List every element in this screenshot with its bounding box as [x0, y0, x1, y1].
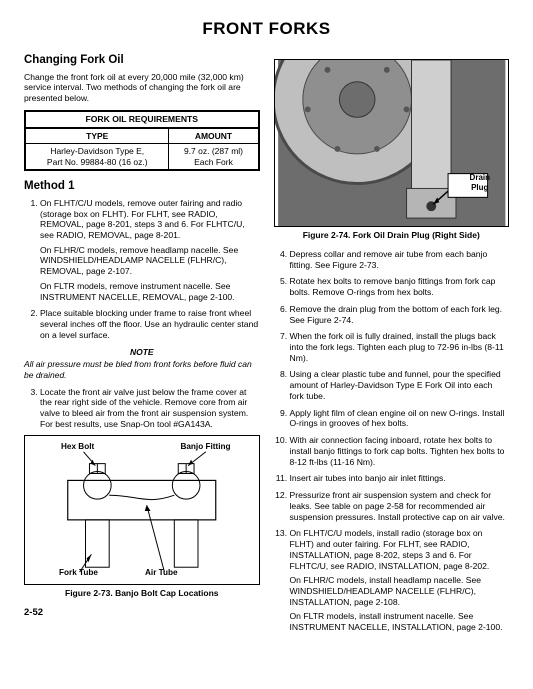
step-12: Pressurize front air suspension system a… — [290, 490, 510, 522]
step-13-text: On FLHT/C/U models, install radio (stora… — [290, 528, 490, 570]
intro-paragraph: Change the front fork oil at every 20,00… — [24, 72, 260, 104]
fork-oil-requirements-table: FORK OIL REQUIREMENTS TYPE AMOUNT Harley… — [24, 110, 260, 172]
step-5: Rotate hex bolts to remove banjo fitting… — [290, 276, 510, 297]
step-3: Locate the front air valve just below th… — [40, 387, 260, 430]
table-cell-type: Harley-Davidson Type E, Part No. 99884-8… — [26, 144, 169, 170]
table-header-amount: AMOUNT — [169, 128, 258, 144]
method-1-heading: Method 1 — [24, 179, 260, 193]
fig73-caption: Figure 2-73. Banjo Bolt Cap Locations — [24, 588, 260, 599]
step-13b-text: On FLHR/C models, install headlamp nacel… — [290, 575, 510, 607]
step-1-text: On FLHT/C/U models, remove outer fairing… — [40, 198, 245, 240]
step-2: Place suitable blocking under frame to r… — [40, 308, 260, 340]
left-column: Changing Fork Oil Change the front fork … — [24, 53, 260, 639]
right-column: Drain Plug Figure 2-74. Fork Oil Drain P… — [274, 53, 510, 639]
fig73-label-hexbolt: Hex Bolt — [61, 442, 94, 452]
method1-steps-right: Depress collar and remove air tube from … — [274, 249, 510, 633]
step-13: On FLHT/C/U models, install radio (stora… — [290, 528, 510, 633]
fig74-caption: Figure 2-74. Fork Oil Drain Plug (Right … — [274, 230, 510, 241]
step-1: On FLHT/C/U models, remove outer fairing… — [40, 198, 260, 303]
note-label: NOTE — [24, 347, 260, 358]
step-8: Using a clear plastic tube and funnel, p… — [290, 369, 510, 401]
table-header-type: TYPE — [26, 128, 169, 144]
table-cell-amount: 9.7 oz. (287 ml) Each Fork — [169, 144, 258, 170]
fig73-label-airtube: Air Tube — [145, 568, 178, 578]
two-column-layout: Changing Fork Oil Change the front fork … — [24, 53, 509, 639]
figure-2-74: Drain Plug — [274, 59, 510, 227]
page-title: FRONT FORKS — [24, 18, 509, 39]
table-title: FORK OIL REQUIREMENTS — [26, 112, 258, 128]
fig73-label-forktube: Fork Tube — [59, 568, 98, 578]
step-1b-text: On FLHR/C models, remove headlamp nacell… — [40, 245, 260, 277]
note-body: All air pressure must be bled from front… — [24, 359, 260, 380]
step-11: Insert air tubes into banjo air inlet fi… — [290, 473, 510, 484]
step-1c-text: On FLTR models, remove instrument nacell… — [40, 281, 260, 302]
fig73-label-banjo: Banjo Fitting — [180, 442, 230, 452]
step-7: When the fork oil is fully drained, inst… — [290, 331, 510, 363]
step-9: Apply light film of clean engine oil on … — [290, 408, 510, 429]
page-number: 2-52 — [24, 607, 260, 619]
step-4: Depress collar and remove air tube from … — [290, 249, 510, 270]
fig73-svg — [25, 436, 259, 584]
figure-2-73: Hex Bolt Banjo Fitting Fork Tube Air Tub… — [24, 435, 260, 585]
section-heading-changing-fork-oil: Changing Fork Oil — [24, 53, 260, 67]
step-10: With air connection facing inboard, rota… — [290, 435, 510, 467]
method1-steps-left-cont: Locate the front air valve just below th… — [24, 387, 260, 430]
step-6: Remove the drain plug from the bottom of… — [290, 304, 510, 325]
method1-steps-left: On FLHT/C/U models, remove outer fairing… — [24, 198, 260, 341]
fig74-label-drainplug: Drain Plug — [470, 173, 490, 193]
fig74-svg — [275, 60, 509, 226]
step-13c-text: On FLTR models, install instrument nacel… — [290, 611, 510, 632]
